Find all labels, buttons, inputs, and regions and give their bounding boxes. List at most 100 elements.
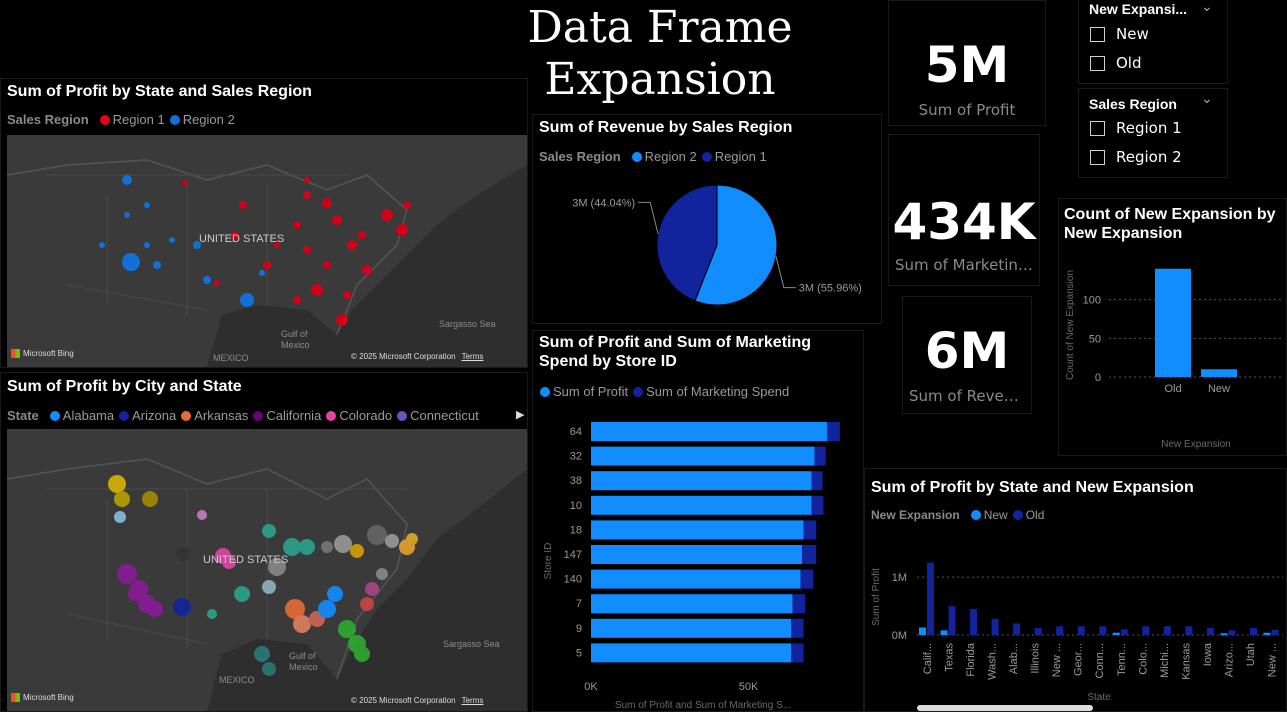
border-line xyxy=(47,174,347,315)
checkbox-box[interactable] xyxy=(1090,120,1105,136)
x-axis-label: State xyxy=(1087,692,1111,703)
x-axis-label: Sum of Profit and Sum of Marketing S... xyxy=(615,700,791,711)
legend-title: Sales Region xyxy=(7,112,89,127)
legend-label[interactable]: Connecticut xyxy=(410,408,479,423)
bar-profit xyxy=(591,569,801,589)
x-tick-label: Alab... xyxy=(1008,643,1020,674)
x-tick-label: Conn... xyxy=(1094,643,1106,678)
map-canvas[interactable]: UNITED STATES Gulf of Mexico MEXICO Sarg… xyxy=(7,429,527,711)
x-tick-label: Colo... xyxy=(1137,643,1149,675)
visual-title: Sum of Profit by City and State xyxy=(7,378,242,395)
legend-label[interactable]: Alabama xyxy=(62,408,115,423)
slicer-title: Sales Region xyxy=(1089,96,1177,112)
checkbox-box[interactable] xyxy=(1090,149,1105,165)
pie-chart[interactable]: 3M (55.96%) 3M (44.04%) xyxy=(533,173,883,323)
legend: Sales Region Region 2 Region 1 xyxy=(539,149,767,164)
visual-title: Sum of Profit by State and New Expansion xyxy=(871,479,1194,496)
legend-label[interactable]: California xyxy=(266,408,322,423)
x-axis-label: New Expansion xyxy=(1161,439,1230,450)
legend-label[interactable]: Colorado xyxy=(339,408,393,423)
bar-old xyxy=(1077,626,1085,635)
chevron-down-icon[interactable]: ⌄ xyxy=(1201,91,1213,107)
x-tick-label: 0K xyxy=(584,681,598,693)
terms-link[interactable]: Terms xyxy=(461,352,484,361)
checkbox-box[interactable] xyxy=(1090,55,1105,71)
country-label: UNITED STATES xyxy=(199,233,285,245)
bar-visual-store[interactable]: Sum of Profit and Sum of Marketing Spend… xyxy=(532,330,864,712)
legend-label[interactable]: Arizona xyxy=(132,408,177,423)
bar-old xyxy=(991,618,999,635)
y-tick-label: 10 xyxy=(570,500,582,512)
bar-old xyxy=(1013,623,1021,635)
bar-new xyxy=(919,627,926,635)
city-dots xyxy=(108,475,418,676)
legend-label[interactable]: Region 2 xyxy=(182,112,235,127)
bar-old xyxy=(1185,626,1193,635)
kpi-card-marketing[interactable]: 434K Sum of Marketing... xyxy=(888,134,1040,286)
y-tick-label: 38 xyxy=(570,475,582,487)
legend-label[interactable]: Sum of Profit xyxy=(553,384,629,399)
copyright: © 2025 Microsoft Corporation Terms xyxy=(351,696,483,705)
pie-data-label: 3M (44.04%) xyxy=(572,197,635,209)
bar-marketing xyxy=(827,422,840,441)
chevron-down-icon[interactable]: ⌄ xyxy=(1201,0,1213,15)
map-visual-profit-region[interactable]: Sum of Profit by State and Sales Region … xyxy=(0,78,528,368)
legend-label[interactable]: Region 2 xyxy=(644,149,697,164)
terms-link[interactable]: Terms xyxy=(461,696,484,705)
legend-marker xyxy=(540,386,550,397)
legend-title: Sales Region xyxy=(539,149,621,164)
legend: State Alabama Arizona Arkansas Californi… xyxy=(7,408,479,423)
x-tick-label: Arizo... xyxy=(1223,643,1235,677)
legend-label[interactable]: Sum of Marketing Spend xyxy=(646,384,790,399)
gulf-label: Gulf of Mexico xyxy=(281,329,310,350)
x-tick-label: New ... xyxy=(1266,643,1278,677)
legend-marker xyxy=(119,410,130,421)
dashboard-title: Data Frame Expansion xyxy=(527,2,793,105)
checkbox-label: Region 1 xyxy=(1116,119,1182,137)
checkbox-old[interactable]: Old xyxy=(1090,54,1142,72)
kpi-value: 5M xyxy=(924,36,1010,94)
legend-next-arrow-icon[interactable]: ▶ xyxy=(516,408,525,421)
bar-new xyxy=(1220,633,1228,635)
x-tick-label: Iowa xyxy=(1202,642,1214,666)
kpi-card-profit[interactable]: 5M Sum of Profit xyxy=(888,0,1046,126)
y-tick-label: 9 xyxy=(576,623,582,635)
bar-new xyxy=(1263,632,1271,635)
map-visual-profit-city[interactable]: Sum of Profit by City and State State Al… xyxy=(0,372,528,712)
legend-label[interactable]: Old xyxy=(1025,508,1045,522)
legend-label[interactable]: New xyxy=(983,508,1008,522)
kpi-card-revenue[interactable]: 6M Sum of Revenue xyxy=(902,296,1032,414)
x-tick-label: Texas xyxy=(944,643,956,672)
x-tick-label: 50K xyxy=(739,681,759,693)
y-tick-label: 140 xyxy=(564,574,582,586)
checkbox-region-1[interactable]: Region 1 xyxy=(1090,119,1182,137)
legend-label[interactable]: Arkansas xyxy=(194,408,249,423)
expansion-count-chart[interactable]: 0 50 100 Count of New Expansion Old New New Ex… xyxy=(1059,241,1287,456)
coast-line xyxy=(7,458,408,680)
checkbox-region-2[interactable]: Region 2 xyxy=(1090,148,1182,166)
legend-label[interactable]: Region 1 xyxy=(112,112,165,127)
pie-leader-line xyxy=(638,201,659,234)
checkbox-label: Old xyxy=(1116,54,1142,72)
map-canvas[interactable]: UNITED STATES Gulf of Mexico MEXICO Sarg… xyxy=(7,135,527,367)
copyright-text: © 2025 Microsoft Corporation xyxy=(351,352,456,361)
bing-logo: Microsoft Bing xyxy=(11,693,74,702)
bar-visual-profit-state[interactable]: Sum of Profit by State and New Expansion… xyxy=(864,468,1287,712)
bing-label: Microsoft Bing xyxy=(23,349,74,358)
checkbox-new[interactable]: New xyxy=(1090,25,1149,43)
horizontal-scrollbar[interactable] xyxy=(917,705,1093,711)
bar-visual-expansion-count[interactable]: Count of New Expansion by New Expansion … xyxy=(1058,198,1287,456)
profit-state-chart[interactable]: 0M 1M Sum of Profit Calif... Texas Florida Was… xyxy=(865,527,1287,712)
x-tick-label: Wash... xyxy=(987,643,999,680)
y-tick-label: 0 xyxy=(1095,372,1101,384)
legend-label[interactable]: Region 1 xyxy=(714,149,767,164)
legend-title: New Expansion xyxy=(871,508,960,522)
bar-old xyxy=(1228,630,1236,635)
slicer-new-expansion[interactable]: New Expansi... ⌄ New Old xyxy=(1078,0,1228,84)
slicer-sales-region[interactable]: Sales Region ⌄ Region 1 Region 2 xyxy=(1078,88,1228,178)
checkbox-box[interactable] xyxy=(1090,26,1105,42)
pie-visual-revenue[interactable]: Sum of Revenue by Sales Region Sales Reg… xyxy=(532,114,882,324)
legend-marker xyxy=(970,510,981,520)
visual-title: Sum of Profit and Sum of Marketing Spend… xyxy=(539,334,812,370)
